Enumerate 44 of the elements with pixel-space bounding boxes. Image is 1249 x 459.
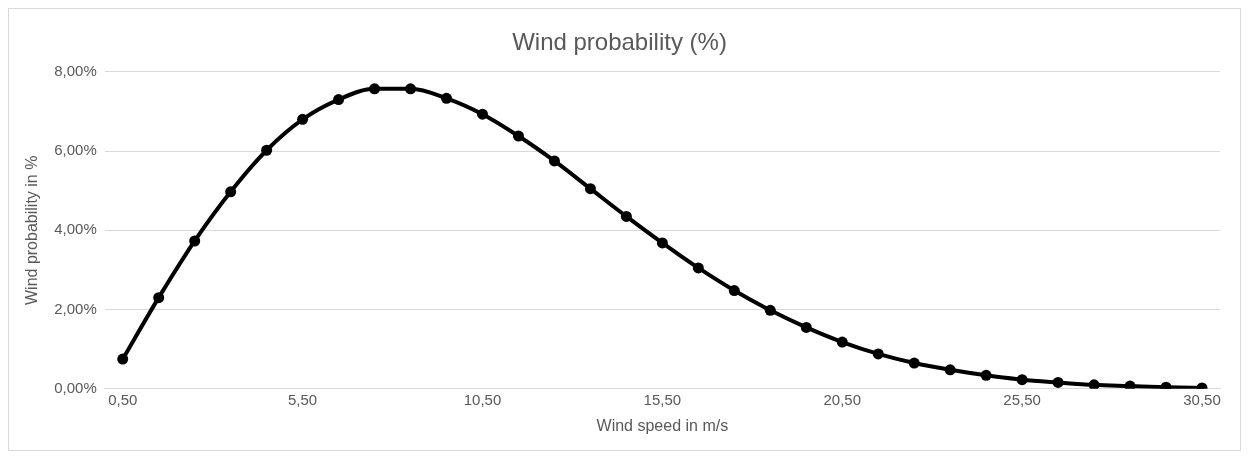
- point: [800, 321, 812, 333]
- point: [405, 83, 417, 95]
- point: [944, 364, 956, 376]
- point: [1124, 380, 1136, 389]
- point: [261, 144, 273, 156]
- y-tick-label: 6,00%: [54, 141, 97, 159]
- point: [476, 108, 488, 120]
- point: [369, 83, 381, 95]
- x-tick-label: 10,50: [463, 390, 502, 408]
- point: [512, 130, 524, 142]
- point: [1088, 379, 1100, 389]
- x-tick-label: 25,50: [1003, 390, 1041, 408]
- x-tick-label: 0,50: [108, 390, 138, 408]
- x-tick-label: 20,50: [823, 390, 862, 408]
- point: [872, 348, 884, 360]
- point: [153, 292, 165, 304]
- y-tick-label: 2,00%: [54, 299, 97, 317]
- x-tick-label: 15,50: [643, 390, 682, 408]
- point: [1016, 374, 1028, 386]
- point: [117, 353, 129, 365]
- y-tick-label: 8,00%: [54, 61, 97, 79]
- y-tick-label: 4,00%: [54, 220, 97, 238]
- point: [620, 210, 632, 222]
- point: [836, 336, 848, 348]
- point: [548, 155, 560, 167]
- x-axis-title: Wind speed in m/s: [596, 416, 729, 434]
- point: [297, 113, 309, 125]
- point: [333, 94, 345, 106]
- point: [692, 262, 704, 274]
- x-tick-label: 5,50: [288, 390, 318, 408]
- point: [225, 186, 237, 198]
- point: [441, 92, 453, 104]
- y-tick-label: 0,00%: [54, 378, 97, 396]
- chart-title: Wind probability (%): [512, 28, 727, 56]
- point: [1052, 376, 1064, 388]
- point: [908, 357, 920, 369]
- point: [764, 304, 776, 316]
- y-axis-title: Wind probability in %: [23, 155, 41, 305]
- point: [728, 285, 740, 297]
- point: [656, 237, 668, 249]
- x-tick-label: 30,50: [1183, 390, 1221, 408]
- point: [189, 235, 201, 247]
- point: [980, 369, 992, 381]
- point: [584, 183, 596, 195]
